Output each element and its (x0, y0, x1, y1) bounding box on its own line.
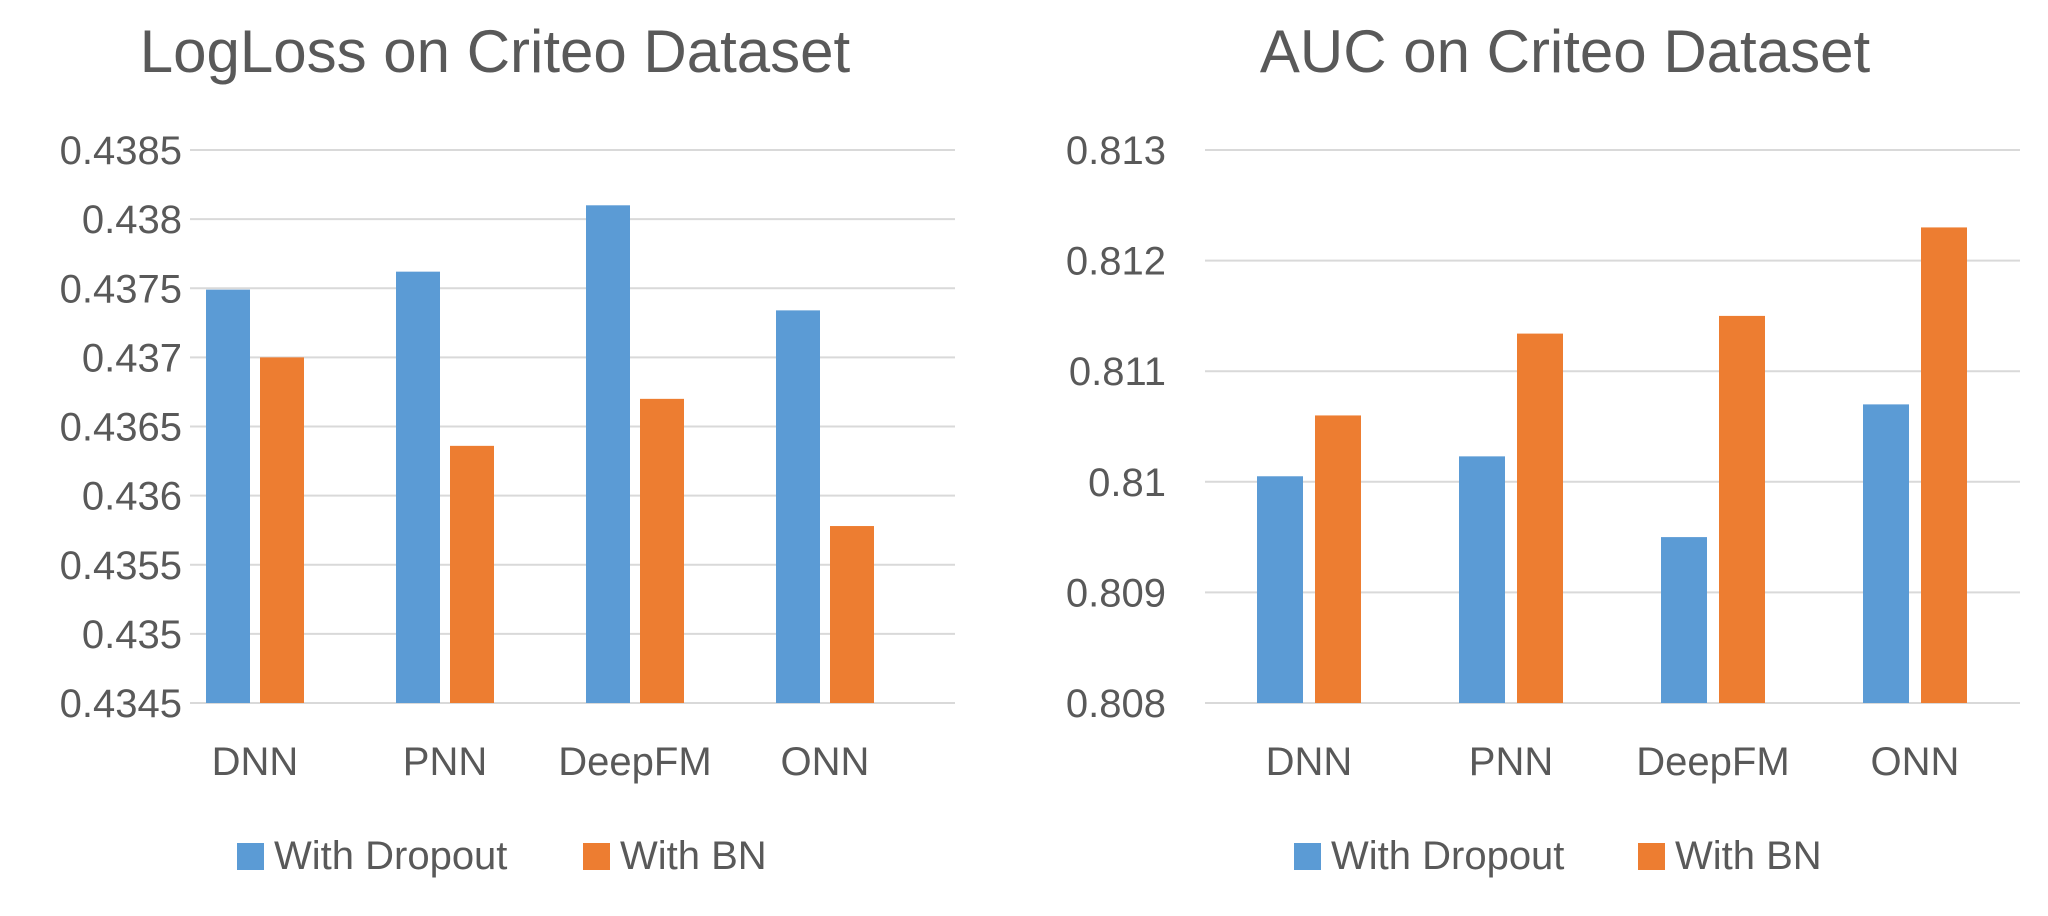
logloss-legend: With Dropout With BN (237, 834, 767, 878)
auc-bar-bn-dnn (1315, 415, 1361, 703)
auc-legend-label-bn: With BN (1675, 834, 1822, 878)
auc-x-axis-labels: DNN PNN DeepFM ONN (1266, 740, 1960, 784)
auc-legend: With Dropout With BN (1294, 834, 1822, 878)
logloss-category-label-onn: ONN (781, 740, 870, 784)
auc-y-tick-labels: 0.808 0.809 0.81 0.811 0.812 0.813 (1066, 129, 1166, 726)
auc-category-label-dnn: DNN (1266, 740, 1353, 784)
logloss-x-axis-labels: DNN PNN DeepFM ONN (212, 740, 870, 784)
logloss-y-tick-label: 0.4385 (60, 129, 182, 173)
logloss-chart: LogLoss on Criteo Dataset 0.43450.4350.4… (60, 18, 955, 878)
logloss-bar-bn-pnn (450, 445, 494, 703)
logloss-legend-label-bn: With BN (620, 834, 767, 878)
auc-y-tick-label: 0.809 (1066, 571, 1166, 615)
auc-bar-dropout-dnn (1257, 476, 1303, 703)
auc-y-tick-label: 0.811 (1069, 350, 1166, 394)
logloss-bar-dropout-deepfm (586, 205, 630, 704)
logloss-legend-label-dropout: With Dropout (274, 834, 507, 878)
auc-bar-dropout-onn (1863, 404, 1909, 703)
auc-y-tick-label: 0.808 (1066, 682, 1166, 726)
auc-legend-swatch-bn (1638, 843, 1665, 870)
logloss-bar-bn-deepfm (640, 398, 684, 703)
logloss-y-tick-label: 0.437 (82, 336, 182, 380)
auc-bars (1257, 227, 1967, 704)
auc-legend-label-dropout: With Dropout (1331, 834, 1564, 878)
logloss-chart-title: LogLoss on Criteo Dataset (140, 18, 851, 85)
auc-y-tick-label: 0.81 (1088, 461, 1166, 505)
logloss-y-tick-label: 0.436 (82, 475, 182, 519)
logloss-y-tick-labels: 0.4345 0.435 0.4355 0.436 0.4365 0.437 0.4375 0… (60, 129, 182, 726)
logloss-bar-dropout-pnn (396, 271, 440, 703)
auc-chart: AUC on Criteo Dataset 0.808 0.809 0.81 0.81… (1066, 18, 2020, 878)
logloss-bar-dropout-dnn (206, 289, 250, 703)
auc-category-label-pnn: PNN (1469, 740, 1553, 784)
logloss-bar-bn-dnn (260, 357, 304, 703)
logloss-category-label-deepfm: DeepFM (558, 740, 711, 784)
logloss-category-label-pnn: PNN (403, 740, 487, 784)
auc-category-label-onn: ONN (1871, 740, 1960, 784)
auc-y-tick-label: 0.813 (1066, 129, 1166, 173)
logloss-y-tick-label: 0.4375 (60, 267, 182, 311)
logloss-y-tick-label: 0.4355 (60, 544, 182, 588)
auc-y-tick-label: 0.812 (1066, 240, 1166, 284)
logloss-bar-bn-onn (830, 526, 874, 703)
logloss-gridlines (190, 149, 955, 704)
logloss-y-tick-label: 0.438 (82, 198, 182, 242)
auc-bar-bn-onn (1921, 227, 1967, 704)
logloss-bar-dropout-onn (776, 310, 820, 703)
logloss-legend-swatch-dropout (237, 843, 264, 870)
auc-chart-title: AUC on Criteo Dataset (1260, 18, 1871, 85)
logloss-y-tick-label: 0.4345 (60, 682, 182, 726)
auc-bar-bn-deepfm (1719, 315, 1765, 703)
auc-bar-dropout-deepfm (1661, 537, 1707, 703)
auc-legend-swatch-dropout (1294, 843, 1321, 870)
auc-category-label-deepfm: DeepFM (1636, 740, 1789, 784)
auc-bar-dropout-pnn (1459, 456, 1505, 703)
logloss-bars (206, 205, 874, 704)
logloss-y-tick-label: 0.435 (82, 613, 182, 657)
logloss-y-tick-label: 0.4365 (60, 406, 182, 450)
auc-bar-bn-pnn (1517, 333, 1563, 703)
logloss-legend-swatch-bn (583, 843, 610, 870)
logloss-category-label-dnn: DNN (212, 740, 299, 784)
